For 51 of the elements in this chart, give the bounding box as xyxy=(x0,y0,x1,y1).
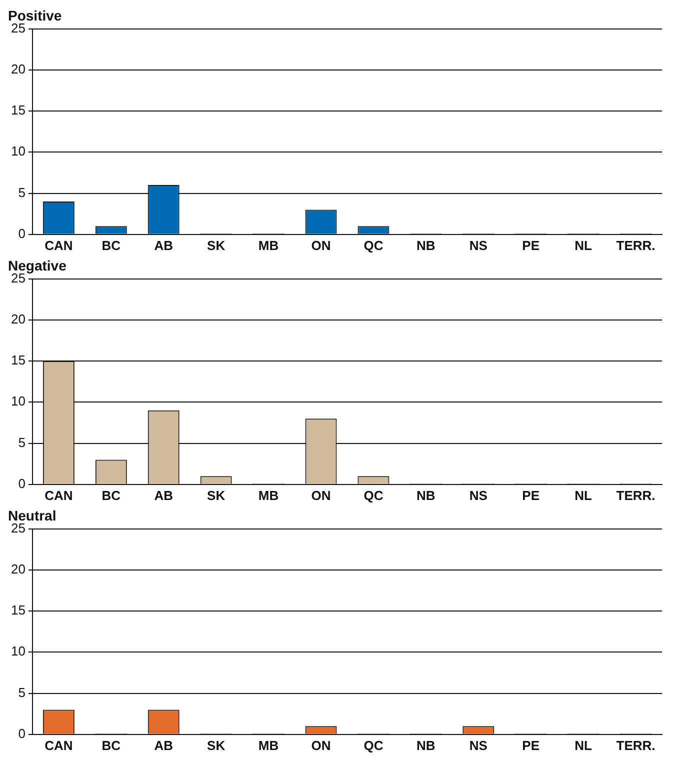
x-tick-label: CAN xyxy=(44,238,73,253)
x-tick-label: NS xyxy=(469,738,488,753)
x-tick-label: NL xyxy=(574,488,592,503)
y-tick-label: 20 xyxy=(10,312,26,326)
x-tick-label: SK xyxy=(207,238,226,253)
x-tick-label: ON xyxy=(311,488,331,503)
y-tick-label: 5 xyxy=(18,184,26,200)
x-tick-label: SK xyxy=(207,488,226,503)
y-tick-label: 20 xyxy=(10,562,26,576)
x-tick-label: QC xyxy=(364,738,384,753)
x-tick-label: NL xyxy=(574,738,592,753)
x-tick-label: BC xyxy=(102,738,122,753)
x-tick-label: NL xyxy=(574,238,592,253)
y-tick-label: 10 xyxy=(10,144,26,159)
x-tick-label: PE xyxy=(522,488,540,503)
y-tick-label: 15 xyxy=(10,352,26,368)
y-tick-label: 15 xyxy=(10,102,26,118)
x-tick-label: ON xyxy=(311,238,331,253)
x-tick-label: BC xyxy=(102,488,122,503)
x-tick-label: AB xyxy=(154,238,174,253)
x-tick-label: TERR. xyxy=(616,238,656,253)
x-tick-label: QC xyxy=(364,488,384,503)
x-tick-label: TERR. xyxy=(616,488,656,503)
x-tick-label: MB xyxy=(258,488,279,503)
x-tick-label: NS xyxy=(469,238,488,253)
x-tick-label: NB xyxy=(416,488,436,503)
y-tick-label: 0 xyxy=(18,226,26,241)
x-tick-label: AB xyxy=(154,738,174,753)
x-tick-label: CAN xyxy=(44,738,73,753)
y-tick-label: 10 xyxy=(10,644,26,659)
x-tick-label: AB xyxy=(154,488,174,503)
x-tick-label: PE xyxy=(522,238,540,253)
x-tick-label: MB xyxy=(258,238,279,253)
y-tick-label: 0 xyxy=(18,476,26,491)
x-tick-label: PE xyxy=(522,738,540,753)
y-tick-label: 20 xyxy=(10,62,26,76)
y-tick-label: 15 xyxy=(10,602,26,618)
y-tick-label: 0 xyxy=(18,726,26,741)
x-tick-label: MB xyxy=(258,738,279,753)
x-tick-label: NB xyxy=(416,238,436,253)
x-tick-label: TERR. xyxy=(616,738,656,753)
x-tick-label: ON xyxy=(311,738,331,753)
x-tick-label: CAN xyxy=(44,488,73,503)
x-tick-label: NS xyxy=(469,488,488,503)
x-tick-label: SK xyxy=(207,738,226,753)
y-tick-label: 5 xyxy=(18,434,26,450)
y-tick-label: 5 xyxy=(18,684,26,700)
x-tick-label: QC xyxy=(364,238,384,253)
x-tick-label: BC xyxy=(102,238,122,253)
x-tick-label: NB xyxy=(416,738,436,753)
y-tick-label: 10 xyxy=(10,394,26,409)
